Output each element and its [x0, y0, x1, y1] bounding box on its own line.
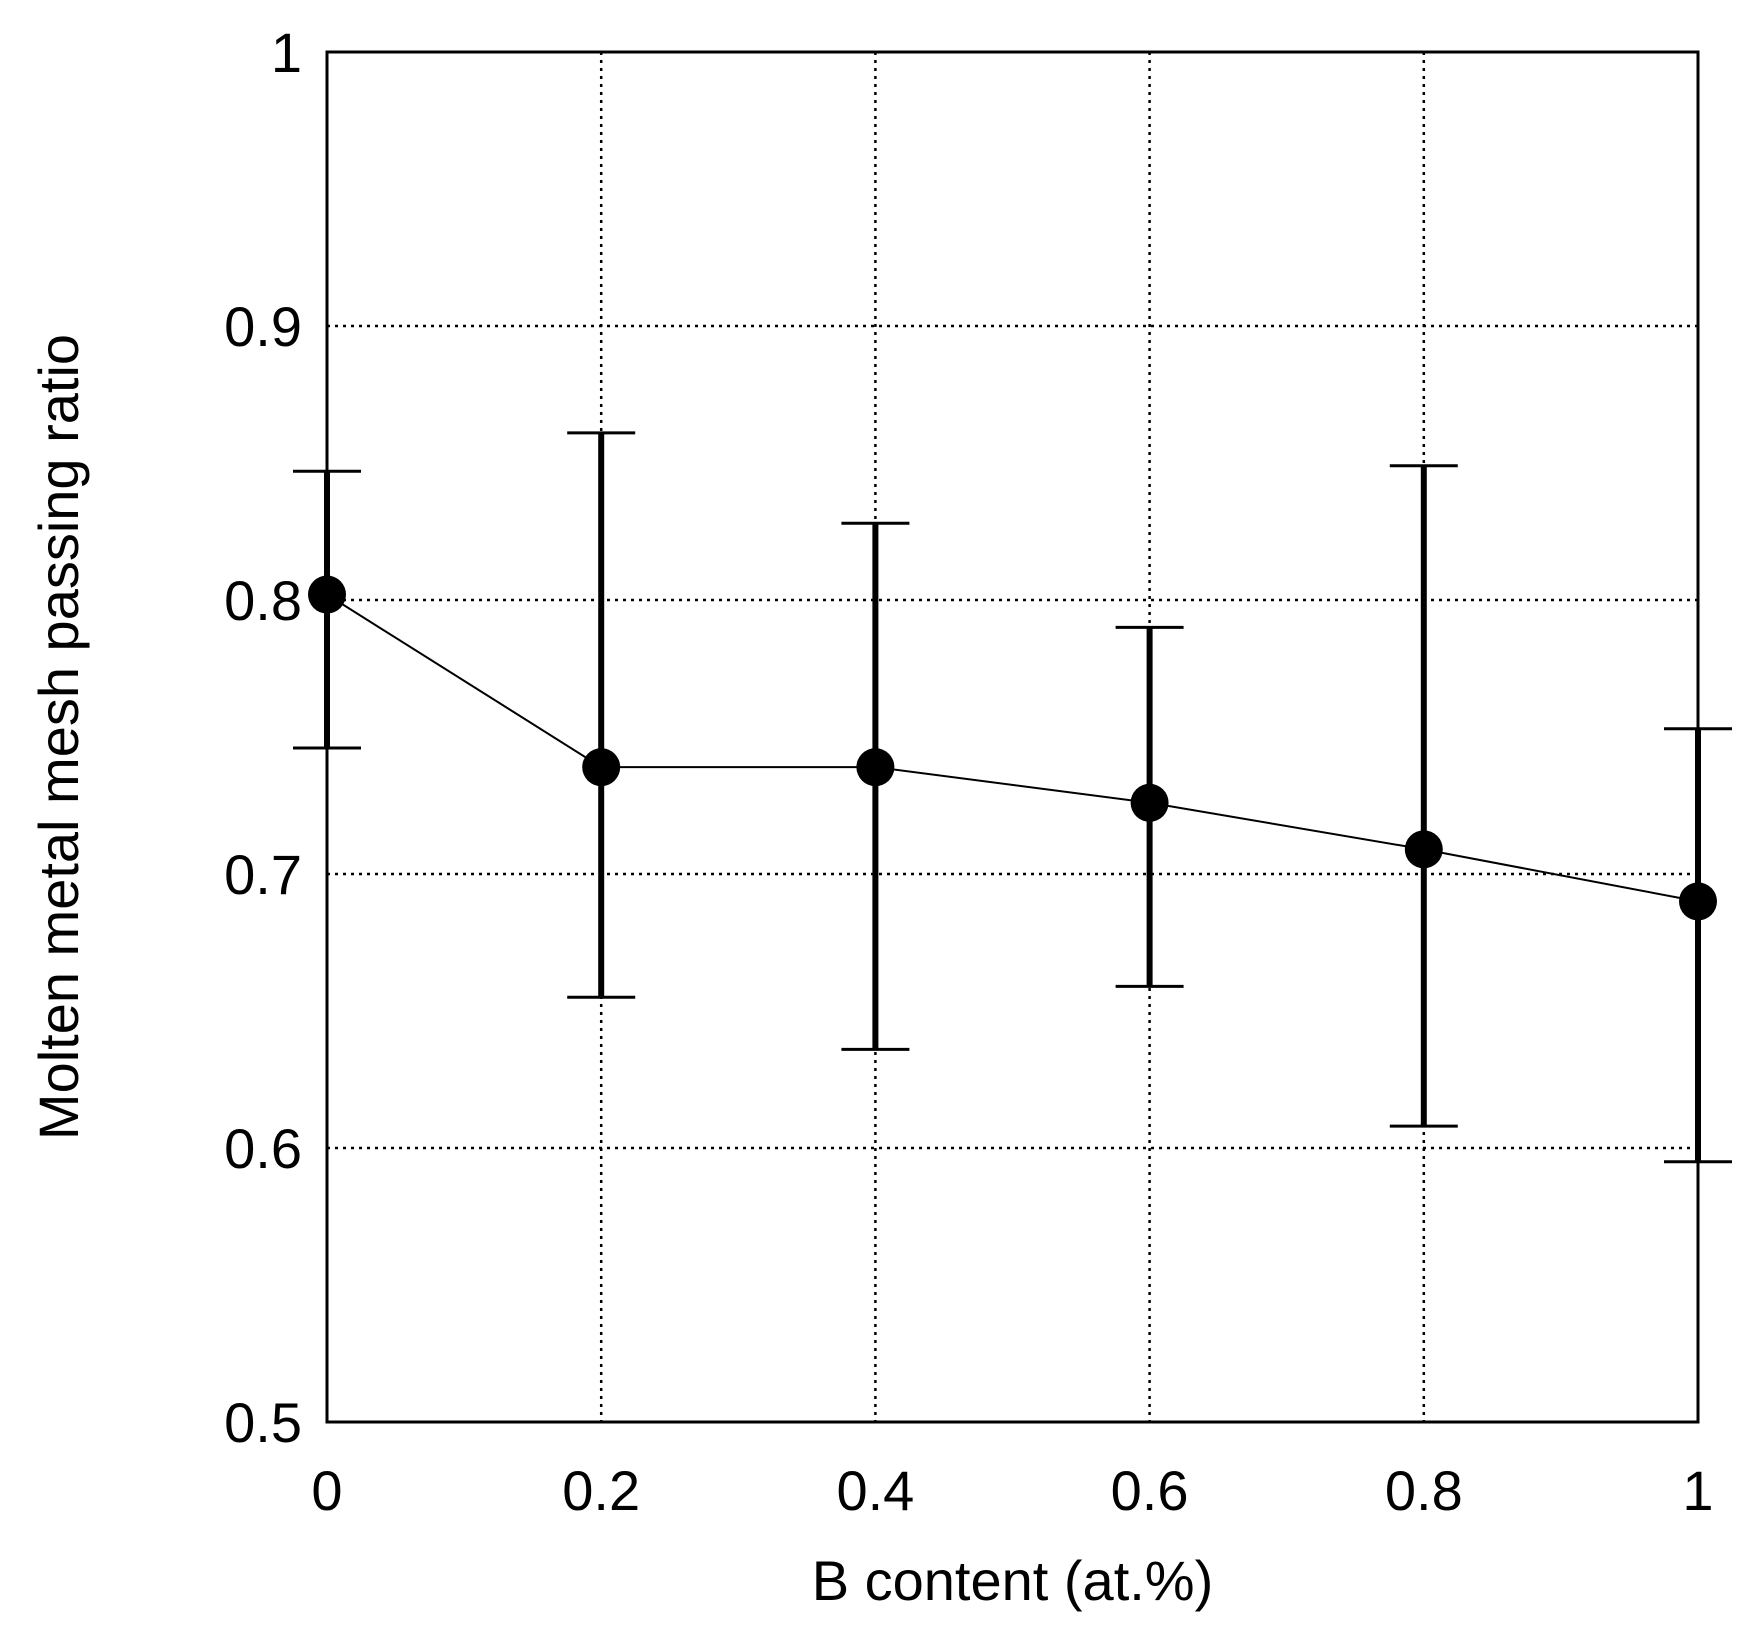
data-point [1404, 830, 1443, 869]
data-point [1130, 783, 1169, 822]
y-tick-label: 0.6 [224, 1117, 302, 1180]
data-point [856, 748, 895, 787]
y-axis-label: Molten metal mesh passing ratio [27, 334, 90, 1140]
data-point [1679, 882, 1717, 921]
y-tick-label: 0.5 [224, 1391, 302, 1454]
data-point [308, 575, 346, 614]
y-axis-ticks: 0.5 0.6 0.7 0.8 0.9 1 [224, 21, 302, 1454]
x-axis-label: B content (at.%) [812, 1549, 1214, 1612]
plot-area [325, 50, 1700, 1424]
x-tick-label: 0.6 [1111, 1459, 1189, 1522]
data-points [308, 575, 1717, 921]
x-tick-label: 0.4 [836, 1459, 914, 1522]
grid-lines [327, 52, 1698, 1422]
x-tick-label: 1 [1682, 1459, 1713, 1522]
y-tick-label: 0.9 [224, 295, 302, 358]
error-bars [293, 431, 1732, 1164]
x-tick-label: 0.8 [1385, 1459, 1463, 1522]
series-line [326, 593, 1699, 903]
x-tick-label: 0.2 [562, 1459, 640, 1522]
y-tick-label: 0.8 [224, 569, 302, 632]
x-axis-ticks: 0 0.2 0.4 0.6 0.8 1 [311, 1459, 1713, 1522]
y-tick-label: 0.7 [224, 843, 302, 906]
data-point [582, 748, 621, 787]
y-tick-label: 1 [271, 21, 302, 84]
x-tick-label: 0 [311, 1459, 342, 1522]
